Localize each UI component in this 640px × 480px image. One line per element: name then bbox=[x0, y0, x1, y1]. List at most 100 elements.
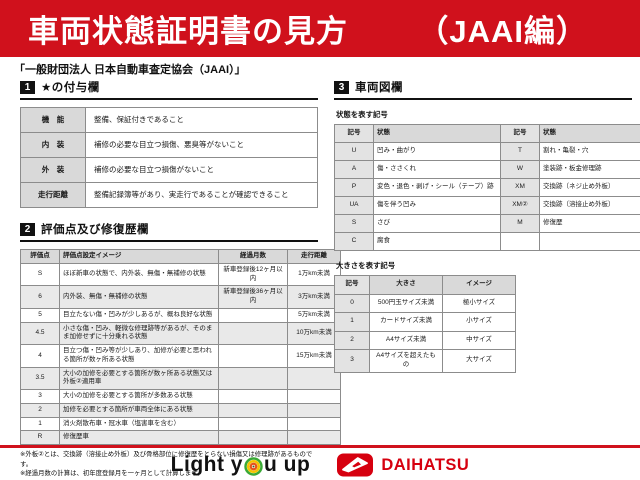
table-row: UA 傷を伴う凹み XM② 交換跡（溶接止め外板） bbox=[334, 196, 640, 215]
table-row: 2 加修を必要とする箇所が車両全体にある状態 bbox=[20, 402, 341, 418]
desc-cell: 内外装、無傷・無補修の状態 bbox=[59, 285, 219, 309]
state-symbols-label: 状態を表す記号 bbox=[336, 110, 388, 119]
symbol-cell: U bbox=[334, 142, 374, 161]
star-criteria-table: 機 能整備、保証付きであること 内 装補修の必要な目立つ損傷、悪臭等がないこと … bbox=[20, 107, 318, 208]
section2-number-badge: 2 bbox=[20, 222, 35, 236]
size-symbols-table: 記号 大きさ イメージ 0 500円玉サイズ未満 極小サイズ 1 カードサイズ未満 小サ… bbox=[334, 275, 516, 373]
months-cell bbox=[218, 402, 288, 418]
footnotes: ※外板②とは、交換跡（溶接止め外板）及び骨格部位に修復歴をとらない損傷又は修理跡… bbox=[20, 450, 318, 479]
table-row: 6 内外装、無傷・無補修の状態 新車登録後36ヶ月以内 3万km未満 bbox=[20, 285, 341, 309]
table-row: 3.5 大小の加修を必要とする箇所が数ヶ所ある状態又は外板②適用車 bbox=[20, 366, 341, 391]
daihatsu-logo: DAIHATSU bbox=[336, 453, 469, 477]
symbol-cell: M bbox=[500, 214, 540, 233]
section1-title: ★の付与欄 bbox=[41, 82, 100, 94]
section3-number-badge: 3 bbox=[334, 80, 349, 94]
km-cell bbox=[287, 366, 341, 391]
col-header: 状態 bbox=[373, 124, 501, 143]
col-header: 記号 bbox=[500, 124, 540, 143]
state-cell: 傷・ささくれ bbox=[373, 160, 501, 179]
footer: Light y u up DAIHATSU bbox=[0, 450, 640, 480]
table-row: A 傷・ささくれ W 塗装跡・板金修理跡 bbox=[334, 160, 640, 179]
table-row: S さび M 修復歴 bbox=[334, 214, 640, 233]
state-cell: 塗装跡・板金修理跡 bbox=[539, 160, 640, 179]
km-cell: 3万km未満 bbox=[287, 285, 341, 309]
km-cell: 1万km未満 bbox=[287, 262, 341, 287]
symbol-cell: P bbox=[334, 178, 374, 197]
table-row: P 変色・退色・剥げ・シール（テープ）跡 XM 交換跡（ネジ止め外板） bbox=[334, 178, 640, 197]
page-title-edition: （JAAI編） bbox=[417, 14, 588, 49]
score-cell: 1 bbox=[20, 416, 60, 432]
criteria-desc: 整備記録簿等があり、実走行であることが確認できること bbox=[85, 182, 318, 208]
desc-cell: 小さな傷・凹み、軽微な修理跡等があるが、そのまま加修せずに十分乗れる状態 bbox=[59, 321, 219, 346]
score-cell: S bbox=[20, 262, 60, 287]
image-cell: 極小サイズ bbox=[442, 293, 516, 313]
table-header-row: 記号 大きさ イメージ bbox=[334, 275, 516, 295]
state-cell: 傷を伴う凹み bbox=[373, 196, 501, 215]
criteria-label: 外 装 bbox=[20, 157, 86, 183]
right-column: 3 車両図欄 状態を表す記号 記号 状態 記号 状態 U 凹み・曲がり T 割れ・亀裂… bbox=[334, 79, 640, 373]
desc-cell: 目立たない傷・凹みが少しあるが、概ね良好な状態 bbox=[59, 307, 219, 323]
score-cell: 3.5 bbox=[20, 366, 60, 391]
table-row: C 腐食 bbox=[334, 232, 640, 251]
months-cell bbox=[218, 344, 288, 368]
score-cell: 5 bbox=[20, 307, 60, 323]
symbol-cell: UA bbox=[334, 196, 374, 215]
state-cell: 変色・退色・剥げ・シール（テープ）跡 bbox=[373, 178, 501, 197]
symbol-cell: XM② bbox=[500, 196, 540, 215]
col-header: 経過月数 bbox=[218, 249, 288, 264]
criteria-label: 走行距離 bbox=[20, 182, 86, 208]
km-cell bbox=[287, 430, 341, 446]
image-cell: 小サイズ bbox=[442, 312, 516, 332]
table-row: 外 装補修の必要な目立つ損傷がないこと bbox=[20, 157, 318, 183]
symbol-cell: W bbox=[500, 160, 540, 179]
criteria-desc: 補修の必要な目立つ損傷、悪臭等がないこと bbox=[85, 132, 318, 158]
table-row: 4.5 小さな傷・凹み、軽微な修理跡等があるが、そのまま加修せずに十分乗れる状態 1… bbox=[20, 321, 341, 346]
section2-title: 評価点及び修復歴欄 bbox=[41, 224, 149, 236]
table-row: S ほぼ新車の状態で、内外装、無傷・無補修の状態 新車登録後12ヶ月以内 1万km未満 bbox=[20, 262, 341, 287]
symbol-cell bbox=[500, 232, 540, 251]
table-row: 内 装補修の必要な目立つ損傷、悪臭等がないこと bbox=[20, 132, 318, 158]
table-row: 5 目立たない傷・凹みが少しあるが、概ね良好な状態 5万km未満 bbox=[20, 307, 341, 323]
symbol-cell: T bbox=[500, 142, 540, 161]
state-cell: 腐食 bbox=[373, 232, 501, 251]
section1-header: 1 ★の付与欄 bbox=[20, 79, 318, 100]
state-cell: 修復歴 bbox=[539, 214, 640, 233]
size-symbols-label: 大きさを表す記号 bbox=[336, 261, 396, 270]
organization-caption: 「一般財団法人 日本自動車査定協会（JAAI）」 bbox=[14, 64, 246, 76]
table-row: R 修復歴車 bbox=[20, 430, 341, 446]
table-header-row: 評価点 評価点設定イメージ 経過月数 走行距離 bbox=[20, 249, 341, 264]
score-cell: 4 bbox=[20, 344, 60, 368]
score-cell: R bbox=[20, 430, 60, 446]
symbol-cell: A bbox=[334, 160, 374, 179]
months-cell: 新車登録後12ヶ月以内 bbox=[218, 262, 288, 287]
months-cell: 新車登録後36ヶ月以内 bbox=[218, 285, 288, 309]
state-cell: さび bbox=[373, 214, 501, 233]
months-cell bbox=[218, 416, 288, 432]
months-cell bbox=[218, 366, 288, 391]
criteria-desc: 補修の必要な目立つ損傷がないこと bbox=[85, 157, 318, 183]
km-cell bbox=[287, 416, 341, 432]
footnote: ※外板②とは、交換跡（溶接止め外板）及び骨格部位に修復歴をとらない損傷又は修理跡… bbox=[20, 451, 313, 468]
criteria-label: 機 能 bbox=[20, 107, 86, 133]
slogan-text-left: Light y bbox=[170, 453, 243, 476]
desc-cell: 消火剤散布車・冠水車（塩害車を含む） bbox=[59, 416, 219, 432]
months-cell bbox=[218, 307, 288, 323]
table-row: 0 500円玉サイズ未満 極小サイズ bbox=[334, 293, 516, 313]
table-row: 2 A4サイズ未満 中サイズ bbox=[334, 330, 516, 350]
size-cell: A4サイズ未満 bbox=[369, 330, 443, 350]
table-row: U 凹み・曲がり T 割れ・亀裂・穴 bbox=[334, 142, 640, 161]
col-header: イメージ bbox=[442, 275, 516, 295]
col-header: 状態 bbox=[539, 124, 640, 143]
table-row: 1 消火剤散布車・冠水車（塩害車を含む） bbox=[20, 416, 341, 432]
section1-number-badge: 1 bbox=[20, 80, 35, 94]
section3-header: 3 車両図欄 bbox=[334, 79, 632, 100]
state-symbols-table: 記号 状態 記号 状態 U 凹み・曲がり T 割れ・亀裂・穴 A 傷・ささくれ W 塗装跡・… bbox=[334, 124, 640, 251]
image-cell: 中サイズ bbox=[442, 330, 516, 350]
score-cell: 4.5 bbox=[20, 321, 60, 346]
table-row: 4 目立つ傷・凹み等が少しあり、加修が必要と思われる箇所が数ヶ所ある状態 15万km… bbox=[20, 344, 341, 368]
table-row: 3 大小の加修を必要とする箇所が多数ある状態 bbox=[20, 389, 341, 404]
size-cell: A4サイズを超えたもの bbox=[369, 349, 443, 373]
light-you-up-logo: Light y u up bbox=[171, 453, 311, 477]
desc-cell: 目立つ傷・凹み等が少しあり、加修が必要と思われる箇所が数ヶ所ある状態 bbox=[59, 344, 219, 368]
